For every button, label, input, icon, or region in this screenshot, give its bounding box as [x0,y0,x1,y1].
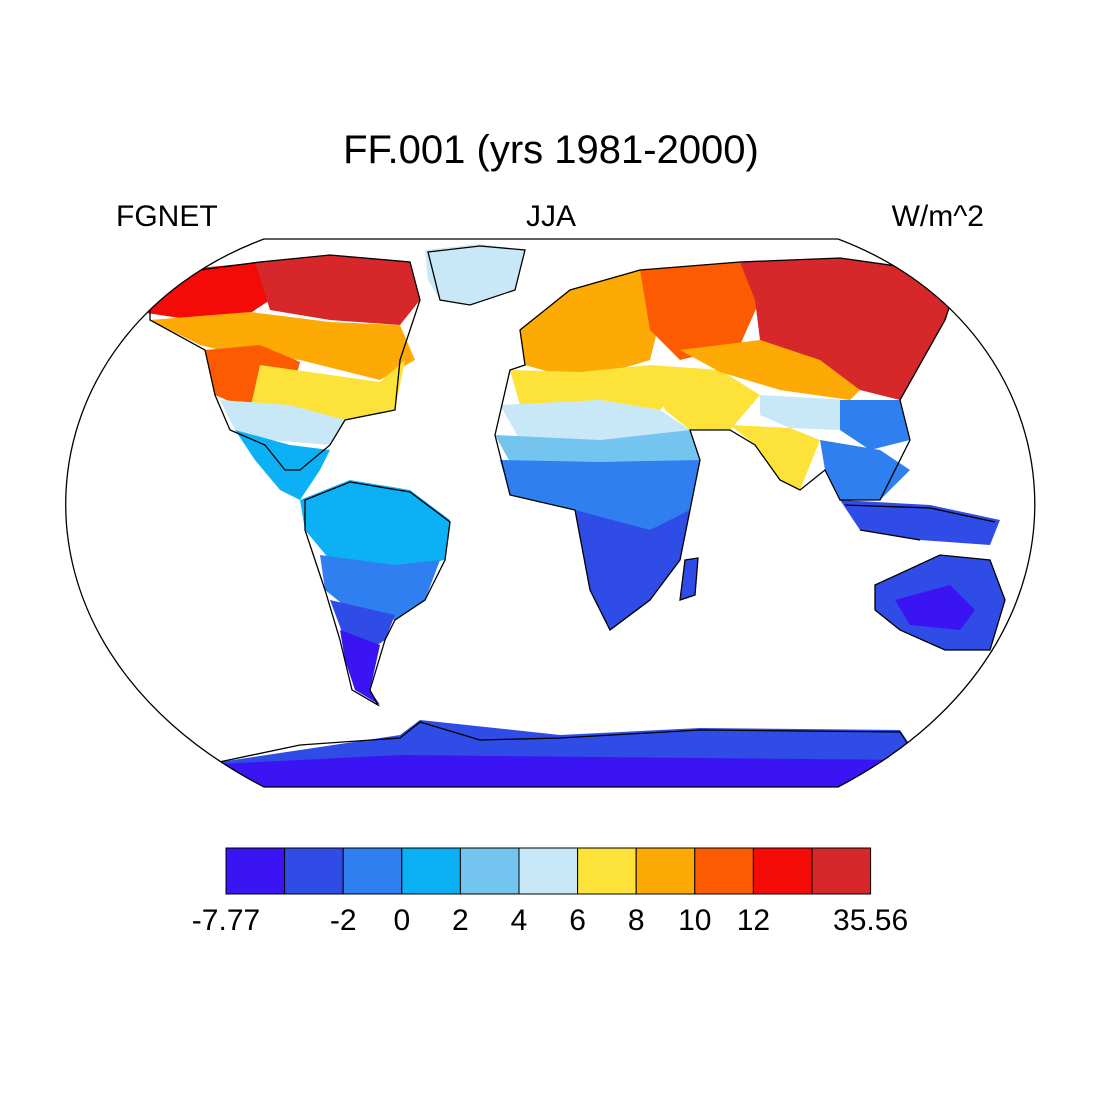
colorbar-tick-label: 0 [393,904,411,937]
region-alaska [130,262,270,320]
colorbar [225,847,872,895]
colorbar-tick-label: 2 [452,904,469,937]
region-central-africa [500,460,700,540]
region-indonesia [840,500,1000,545]
region-mediterranean [510,365,690,410]
region-middle-east [650,365,760,430]
colorbar-box [401,847,461,895]
region-greenland [425,244,525,305]
colorbar-tick-label: -7.77 [191,904,261,937]
colorbar-tick-label: 6 [569,904,586,937]
region-north-america-interior [150,312,415,380]
colorbar-box [694,847,754,895]
colorbar-tick-label: 35.56 [833,904,909,937]
colorbar-tick-label: 12 [736,904,771,937]
region-south-america-mid [320,555,440,620]
region-south-america-north [300,480,450,570]
region-patagonia [340,630,380,705]
colorbar-tick-label: 4 [510,904,528,937]
colorbar-box [459,847,520,895]
region-antarctica [65,755,1035,787]
colorbar-tick-label: 8 [627,904,645,937]
land-fill-layer [65,244,1035,787]
region-siberia [740,258,960,400]
colorbar-box [284,847,344,895]
region-antarctica-coast [200,720,920,765]
region-russia-west [640,262,760,360]
globe-outline [65,238,1036,788]
region-southeast-asia [820,440,910,500]
region-canada-arctic [255,255,420,325]
colorbar-tick-label: -2 [329,904,357,937]
region-central-asia [680,340,860,400]
region-sahel [495,430,700,465]
region-india [730,425,820,490]
region-central-america [235,430,330,500]
center-subtitle: JJA [525,200,576,233]
units-subtitle: W/m^2 [891,200,984,233]
colorbar-box [342,847,403,895]
region-southern-africa [575,510,690,630]
region-china [840,400,910,450]
colorbar-box [518,847,579,895]
region-europe [520,270,660,375]
colorbar-box [225,847,286,895]
left-subtitle: FGNET [116,200,218,233]
region-gulf-coast [220,400,345,445]
region-sahara [500,400,690,440]
colorbar-box [577,847,637,895]
colorbar-box [752,847,813,895]
colorbar-box [811,847,872,895]
region-australia-interior [895,585,975,630]
colorbar-tick-label: 10 [678,904,712,937]
region-new-zealand [1000,630,1035,668]
colorbar-box [635,847,696,895]
map-title: FF.001 (yrs 1981-2000) [343,128,759,172]
